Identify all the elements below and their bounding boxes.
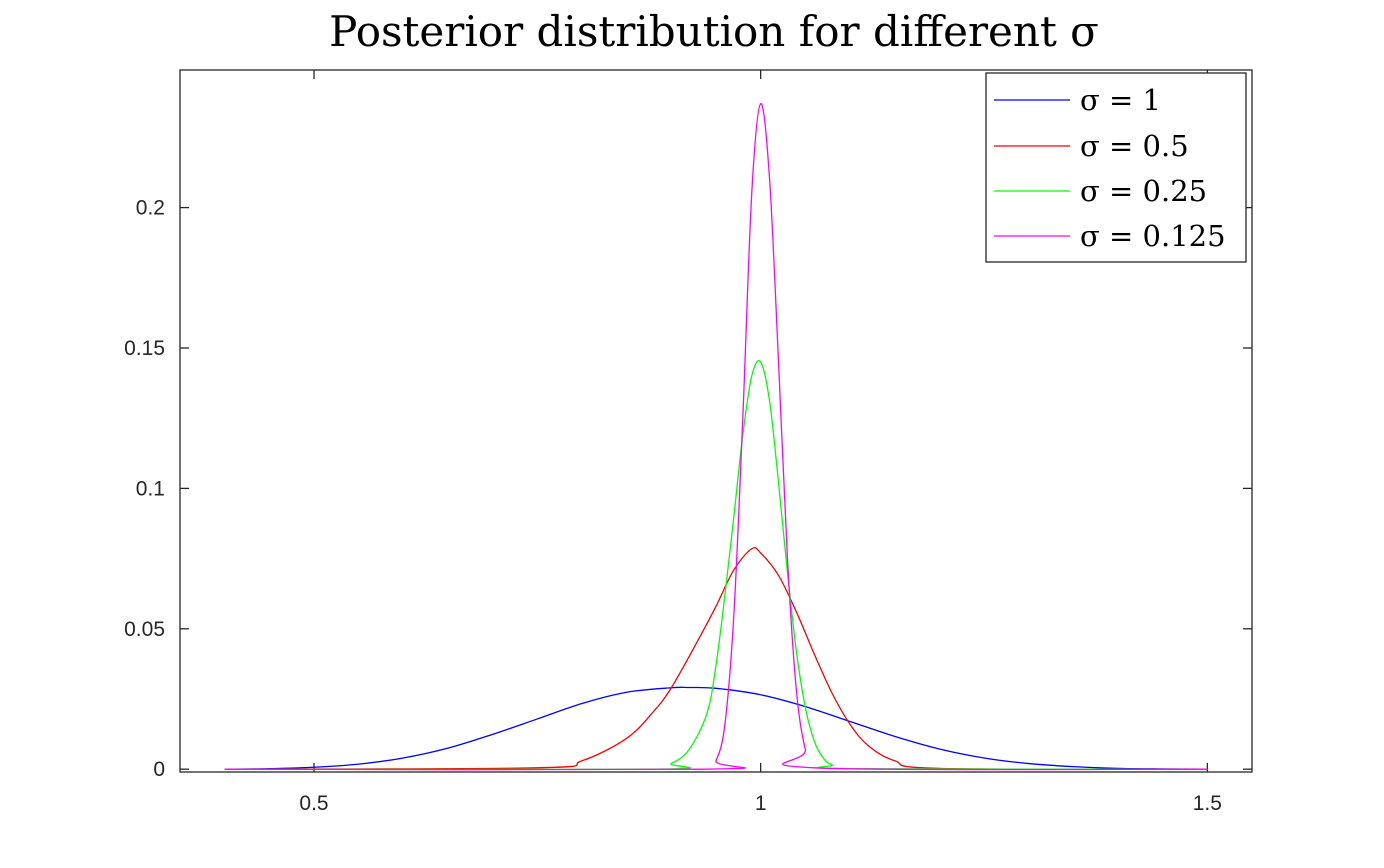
- x-tick-label: 0.5: [299, 792, 328, 815]
- series-line-4: [224, 103, 1208, 771]
- y-tick-label: 0.05: [124, 618, 165, 641]
- series-line-1: [224, 686, 1208, 770]
- chart-title: Posterior distribution for different σ: [329, 7, 1099, 56]
- legend-label: σ = 1: [1080, 83, 1161, 117]
- plot-box: [179, 69, 1253, 773]
- series-line-3: [224, 360, 1208, 771]
- legend-label: σ = 0.25: [1080, 174, 1207, 208]
- x-tick-label: 1: [755, 792, 767, 815]
- legend: σ = 1 σ = 0.5 σ = 0.25 σ = 0.125: [985, 72, 1247, 263]
- y-tick-label: 0: [153, 758, 165, 781]
- y-tick-label: 0.15: [124, 337, 165, 360]
- legend-label: σ = 0.125: [1080, 219, 1226, 253]
- legend-label: σ = 0.5: [1080, 129, 1189, 163]
- y-tick-label: 0.2: [136, 197, 165, 220]
- y-tick-label: 0.1: [136, 477, 165, 500]
- x-tick-label: 1.5: [1193, 792, 1222, 815]
- legend-box: [985, 72, 1247, 263]
- series-lines: [224, 103, 1208, 771]
- axis-ticks: 0.5 1 1.5 0 0.05 0.1 0.15 0.2: [124, 70, 1252, 815]
- series-line-2: [224, 546, 1208, 770]
